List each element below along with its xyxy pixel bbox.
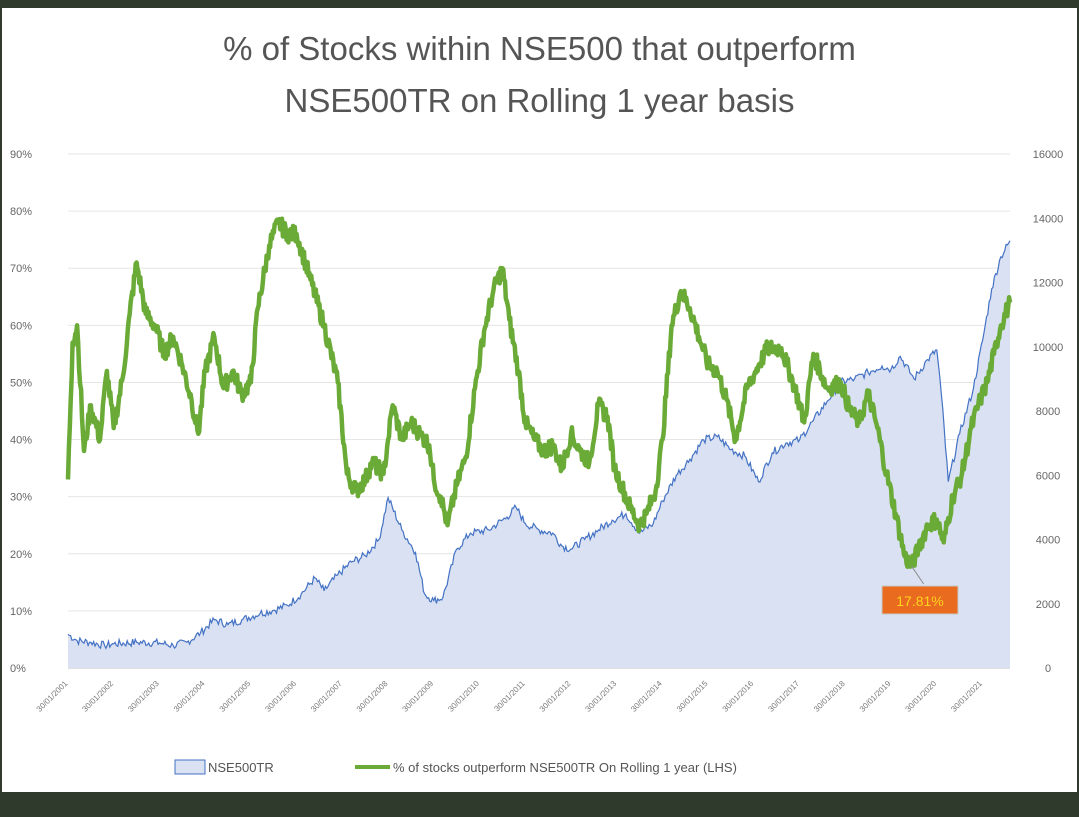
nse500tr-area-line <box>67 240 1011 650</box>
left-y-tick-label: 20% <box>10 549 32 561</box>
x-tick-label: 30/01/2006 <box>263 679 298 714</box>
x-tick-label: 30/01/2009 <box>401 679 436 714</box>
legend-label-outperform: % of stocks outperform NSE500TR On Rolli… <box>393 760 737 775</box>
x-tick-label: 30/01/2011 <box>492 679 527 714</box>
outperform-pct-line-series <box>65 216 1013 569</box>
right-y-tick-label: 4000 <box>1036 535 1060 547</box>
annotation-label: 17.81% <box>896 593 943 609</box>
x-tick-label: 30/01/2002 <box>80 679 115 714</box>
x-tick-label: 30/01/2014 <box>629 679 664 714</box>
x-tick-label: 30/01/2021 <box>949 679 984 714</box>
x-tick-label: 30/01/2013 <box>583 679 618 714</box>
x-tick-label: 30/01/2001 <box>35 679 70 714</box>
left-y-tick-label: 10% <box>10 606 32 618</box>
legend-label-nse500tr: NSE500TR <box>208 760 274 775</box>
left-y-tick-label: 60% <box>10 320 32 332</box>
right-y-tick-label: 14000 <box>1033 213 1064 225</box>
left-y-tick-label: 40% <box>10 435 32 447</box>
chart-title-line-2: NSE500TR on Rolling 1 year basis <box>284 82 795 119</box>
x-tick-label: 30/01/2019 <box>858 679 893 714</box>
x-tick-label: 30/01/2003 <box>126 679 161 714</box>
annotation-box <box>881 585 959 615</box>
annotation-leader-line <box>911 566 925 585</box>
right-y-tick-label: 0 <box>1045 663 1051 675</box>
x-tick-label: 30/01/2005 <box>218 679 253 714</box>
left-y-axis: 0% 10% 20% 30% 40% 50% 60% 70% 80% 90% <box>10 149 32 675</box>
left-y-tick-label: 0% <box>10 663 26 675</box>
right-y-axis: 0 2000 4000 6000 8000 10000 12000 14000 16000 <box>1033 149 1064 675</box>
left-y-tick-label: 30% <box>10 492 32 504</box>
nse500tr-area-fill <box>68 240 1010 668</box>
x-tick-label: 30/01/2007 <box>309 679 344 714</box>
x-tick-label: 30/01/2008 <box>355 679 390 714</box>
legend: NSE500TR % of stocks outperform NSE500TR … <box>174 759 737 775</box>
right-y-tick-label: 12000 <box>1033 278 1064 290</box>
right-y-tick-label: 10000 <box>1033 342 1064 354</box>
left-y-tick-label: 50% <box>10 377 32 389</box>
top-frame-bar <box>0 0 1079 8</box>
x-tick-label: 30/01/2012 <box>538 679 573 714</box>
right-y-tick-label: 2000 <box>1036 599 1060 611</box>
right-y-tick-label: 16000 <box>1033 149 1064 161</box>
x-tick-label: 30/01/2010 <box>446 679 481 714</box>
left-y-tick-label: 80% <box>10 206 32 218</box>
x-tick-label: 30/01/2018 <box>812 679 847 714</box>
x-tick-label: 30/01/2004 <box>172 679 207 714</box>
legend-swatch-nse500tr <box>174 759 206 775</box>
bottom-frame-bar <box>0 792 1079 817</box>
x-axis: 30/01/2001 30/01/2002 30/01/2003 30/01/2004… <box>35 679 985 714</box>
x-tick-label: 30/01/2020 <box>904 679 939 714</box>
min-value-annotation: 17.81% <box>881 566 959 615</box>
right-y-tick-label: 8000 <box>1036 406 1060 418</box>
outperform-pct-line <box>65 216 1013 569</box>
left-y-tick-label: 90% <box>10 149 32 161</box>
nse500tr-area-series <box>67 240 1011 668</box>
right-y-tick-label: 6000 <box>1036 470 1060 482</box>
x-tick-label: 30/01/2015 <box>675 679 710 714</box>
x-tick-label: 30/01/2017 <box>766 679 801 714</box>
x-tick-label: 30/01/2016 <box>721 679 756 714</box>
chart-title-line-1: % of Stocks within NSE500 that outperfor… <box>223 30 856 67</box>
left-y-tick-label: 70% <box>10 263 32 275</box>
